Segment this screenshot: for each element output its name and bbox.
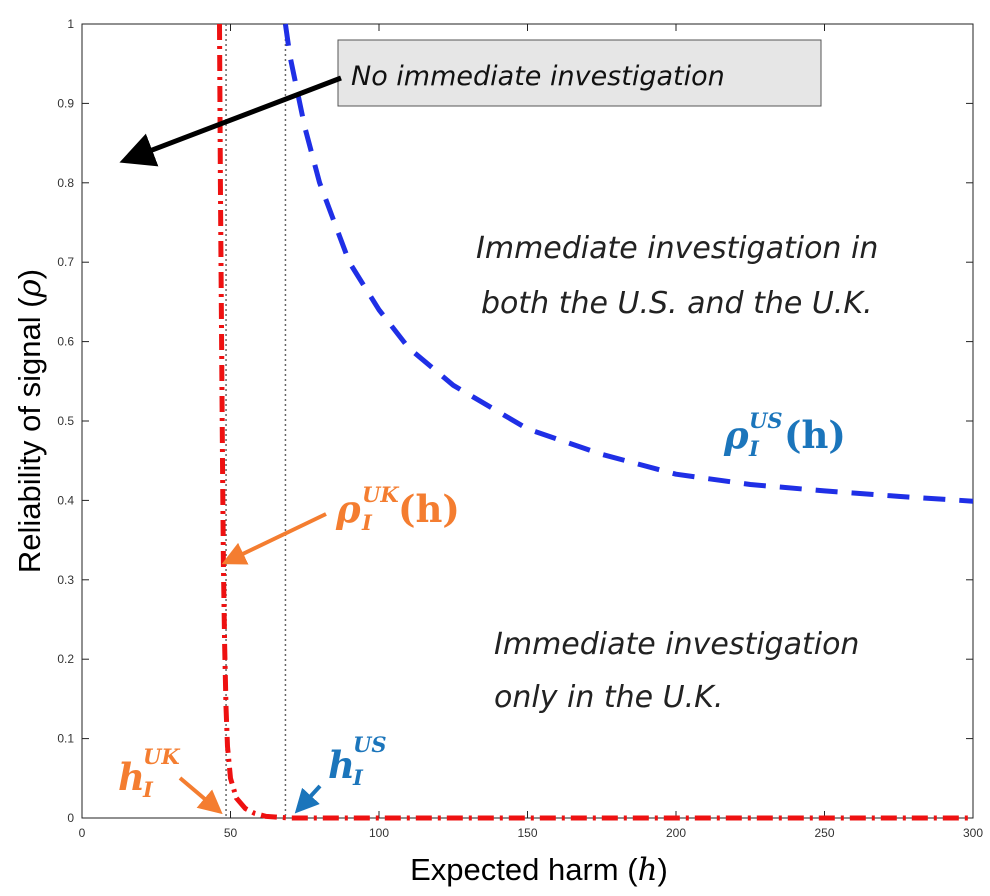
us-curve [282,23,974,504]
y-tick-label: 0.9 [57,96,74,110]
no-investigation-box [337,39,822,107]
x-axis-label: Expected harm (h) [410,852,668,888]
x-tick-label: 150 [517,826,537,840]
thresholds-layer [225,24,287,818]
y-axis-label: Reliability of signal (ρ) [12,269,48,573]
y-tick-label: 0.2 [57,652,74,666]
no-investigation-arrow [119,75,342,167]
y-tick-label: 1 [67,17,74,31]
y-tick-label: 0.1 [57,732,74,746]
x-tick-label: 0 [79,826,86,840]
y-tick-label: 0.8 [57,176,74,190]
y-tick-label: 0.6 [57,335,74,349]
uk-only-region-line2: only in the U.K. [494,680,723,715]
x-tick-label: 250 [814,826,834,840]
y-tick-label: 0.4 [57,493,74,507]
y-tick-label: 0.7 [57,255,74,269]
y-tick-label: 0 [67,811,74,825]
y-tick-label: 0.3 [57,573,74,587]
x-tick-label: 100 [369,826,389,840]
x-tick-label: 300 [963,826,983,840]
uk-curve-arrow [221,512,327,565]
ticks-layer: 0 50 100 150 200 250 300 0 0.1 0.2 0.3 0.4 0.5 0.6 0.7… [57,17,983,840]
uk-curve [217,23,973,821]
both-region-line1: Immediate investigation in [476,231,878,266]
us-threshold-arrow [294,784,322,814]
us-threshold-label: h US I [328,732,391,790]
y-tick-label: 0.5 [57,414,74,428]
uk-curve-label: ρ UK I (h) [335,482,460,535]
uk-threshold-arrow [178,776,223,815]
both-region-line2: both the U.S. and the U.K. [481,286,873,321]
uk-threshold-label: h UK I [118,744,184,802]
x-tick-label: 200 [666,826,686,840]
x-tick-label: 50 [224,826,238,840]
us-curve-label: ρ US I (h) [723,408,846,461]
no-investigation-text: No immediate investigation [351,61,725,92]
uk-only-region-line1: Immediate investigation [494,627,859,662]
series-layer [217,23,974,821]
